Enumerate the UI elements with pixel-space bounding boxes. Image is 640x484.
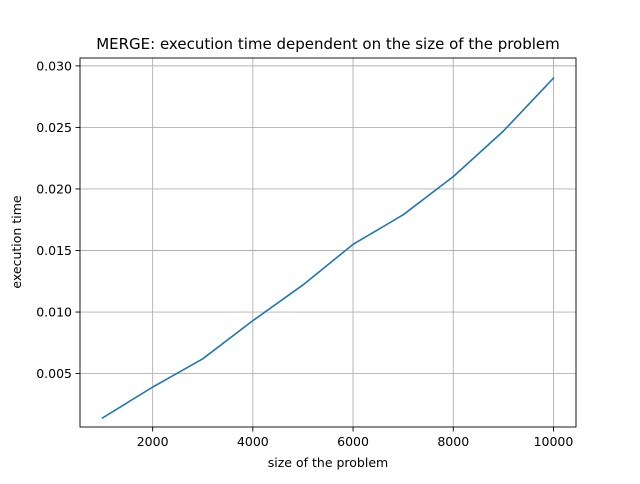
y-axis-label: execution time <box>9 195 24 288</box>
y-tick-label: 0.020 <box>36 181 72 196</box>
x-tick-label: 6000 <box>337 434 369 449</box>
x-tick-label: 2000 <box>137 434 169 449</box>
y-tick-label: 0.015 <box>36 243 72 258</box>
y-tick-label: 0.010 <box>36 305 72 320</box>
grid-layer <box>80 58 576 427</box>
ticks-layer: 2000 4000 6000 8000 10000 0.005 0.010 0.015 0.02… <box>36 58 573 449</box>
chart-title: MERGE: execution time dependent on the s… <box>96 35 560 53</box>
x-tick-label: 10000 <box>534 434 574 449</box>
x-tick-label: 4000 <box>237 434 269 449</box>
y-tick-label: 0.030 <box>36 58 72 73</box>
x-tick-label: 8000 <box>437 434 469 449</box>
y-tick-label: 0.025 <box>36 120 72 135</box>
y-tick-label: 0.005 <box>36 366 72 381</box>
plot-frame <box>79 57 577 428</box>
series-line <box>101 77 555 419</box>
x-axis-label: size of the problem <box>268 455 388 470</box>
series-layer <box>101 77 555 419</box>
